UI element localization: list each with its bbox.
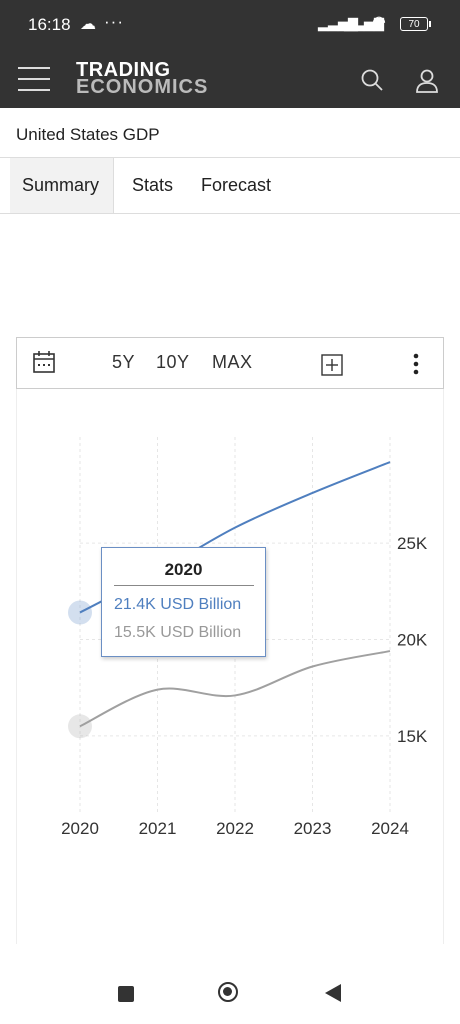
tooltip-year: 2020	[164, 560, 203, 579]
tooltip-series2-value: 15.5K USD Billion	[114, 624, 242, 641]
tab-stats[interactable]: Stats	[132, 175, 174, 195]
tab-summary[interactable]: Summary	[10, 158, 115, 213]
home-icon[interactable]	[218, 982, 238, 1002]
cloud-icon: ☁	[80, 16, 96, 33]
battery-icon: 70	[400, 17, 431, 31]
search-icon[interactable]	[360, 68, 384, 92]
chart-tooltip: 2020 21.4K USD Billion 15.5K USD Billion	[101, 547, 266, 657]
series-line-1	[79, 650, 391, 728]
system-nav-bar	[0, 960, 460, 1024]
x-tick-label: 2021	[139, 819, 177, 838]
tooltip-series1-value: 21.4K USD Billion	[114, 596, 242, 613]
more-vertical-icon[interactable]	[413, 352, 419, 376]
x-tick-label: 2020	[61, 819, 99, 838]
page-title-bar: United States GDP	[0, 108, 460, 158]
chart-toolbar: 5Y 10Y MAX	[16, 337, 444, 389]
y-tick-label: 20K	[397, 631, 428, 650]
calendar-icon[interactable]	[33, 351, 55, 373]
tab-bar: Summary Stats Forecast	[0, 158, 460, 214]
menu-icon[interactable]	[18, 67, 50, 91]
logo-line1: TRADING	[76, 59, 171, 81]
tooltip-divider	[114, 585, 254, 586]
back-icon[interactable]	[325, 984, 341, 1002]
tab-forecast[interactable]: Forecast	[201, 175, 272, 195]
status-bar: 16:18 ☁ ··· ▂▃▅▇ ▂▃▅▇ ◠ 70	[0, 0, 460, 50]
range-5y-button[interactable]: 5Y	[112, 352, 136, 372]
logo-line2: ECONOMICS	[76, 76, 209, 98]
wifi-icon: ◠	[372, 14, 386, 31]
chart-frame	[16, 389, 444, 944]
signal-icon-2: ▂▃▅▇	[344, 16, 384, 31]
user-icon[interactable]	[414, 68, 440, 94]
x-tick-label: 2023	[294, 819, 332, 838]
page-title: United States GDP	[16, 125, 160, 144]
logo[interactable]: TRADING ECONOMICS	[76, 59, 209, 98]
range-10y-button[interactable]: 10Y	[156, 352, 190, 372]
status-time: 16:18	[28, 15, 71, 34]
x-tick-label: 2024	[371, 819, 409, 838]
signal-icon: ▂▃▅▇	[318, 16, 358, 31]
status-dots: ···	[104, 12, 124, 31]
y-tick-label: 15K	[397, 727, 428, 746]
highlight-marker-1	[68, 714, 92, 739]
y-tick-label: 25K	[397, 534, 428, 553]
app-header: TRADING ECONOMICS	[0, 50, 460, 108]
x-tick-label: 2022	[216, 819, 254, 838]
gdp-line-chart[interactable]: 15K 20K 25K 2020 2021 2022 2023 2024	[0, 0, 460, 960]
range-max-button[interactable]: MAX	[212, 352, 253, 372]
highlight-marker-0	[68, 600, 92, 625]
recent-apps-icon[interactable]	[118, 986, 134, 1002]
add-icon[interactable]	[321, 354, 343, 376]
